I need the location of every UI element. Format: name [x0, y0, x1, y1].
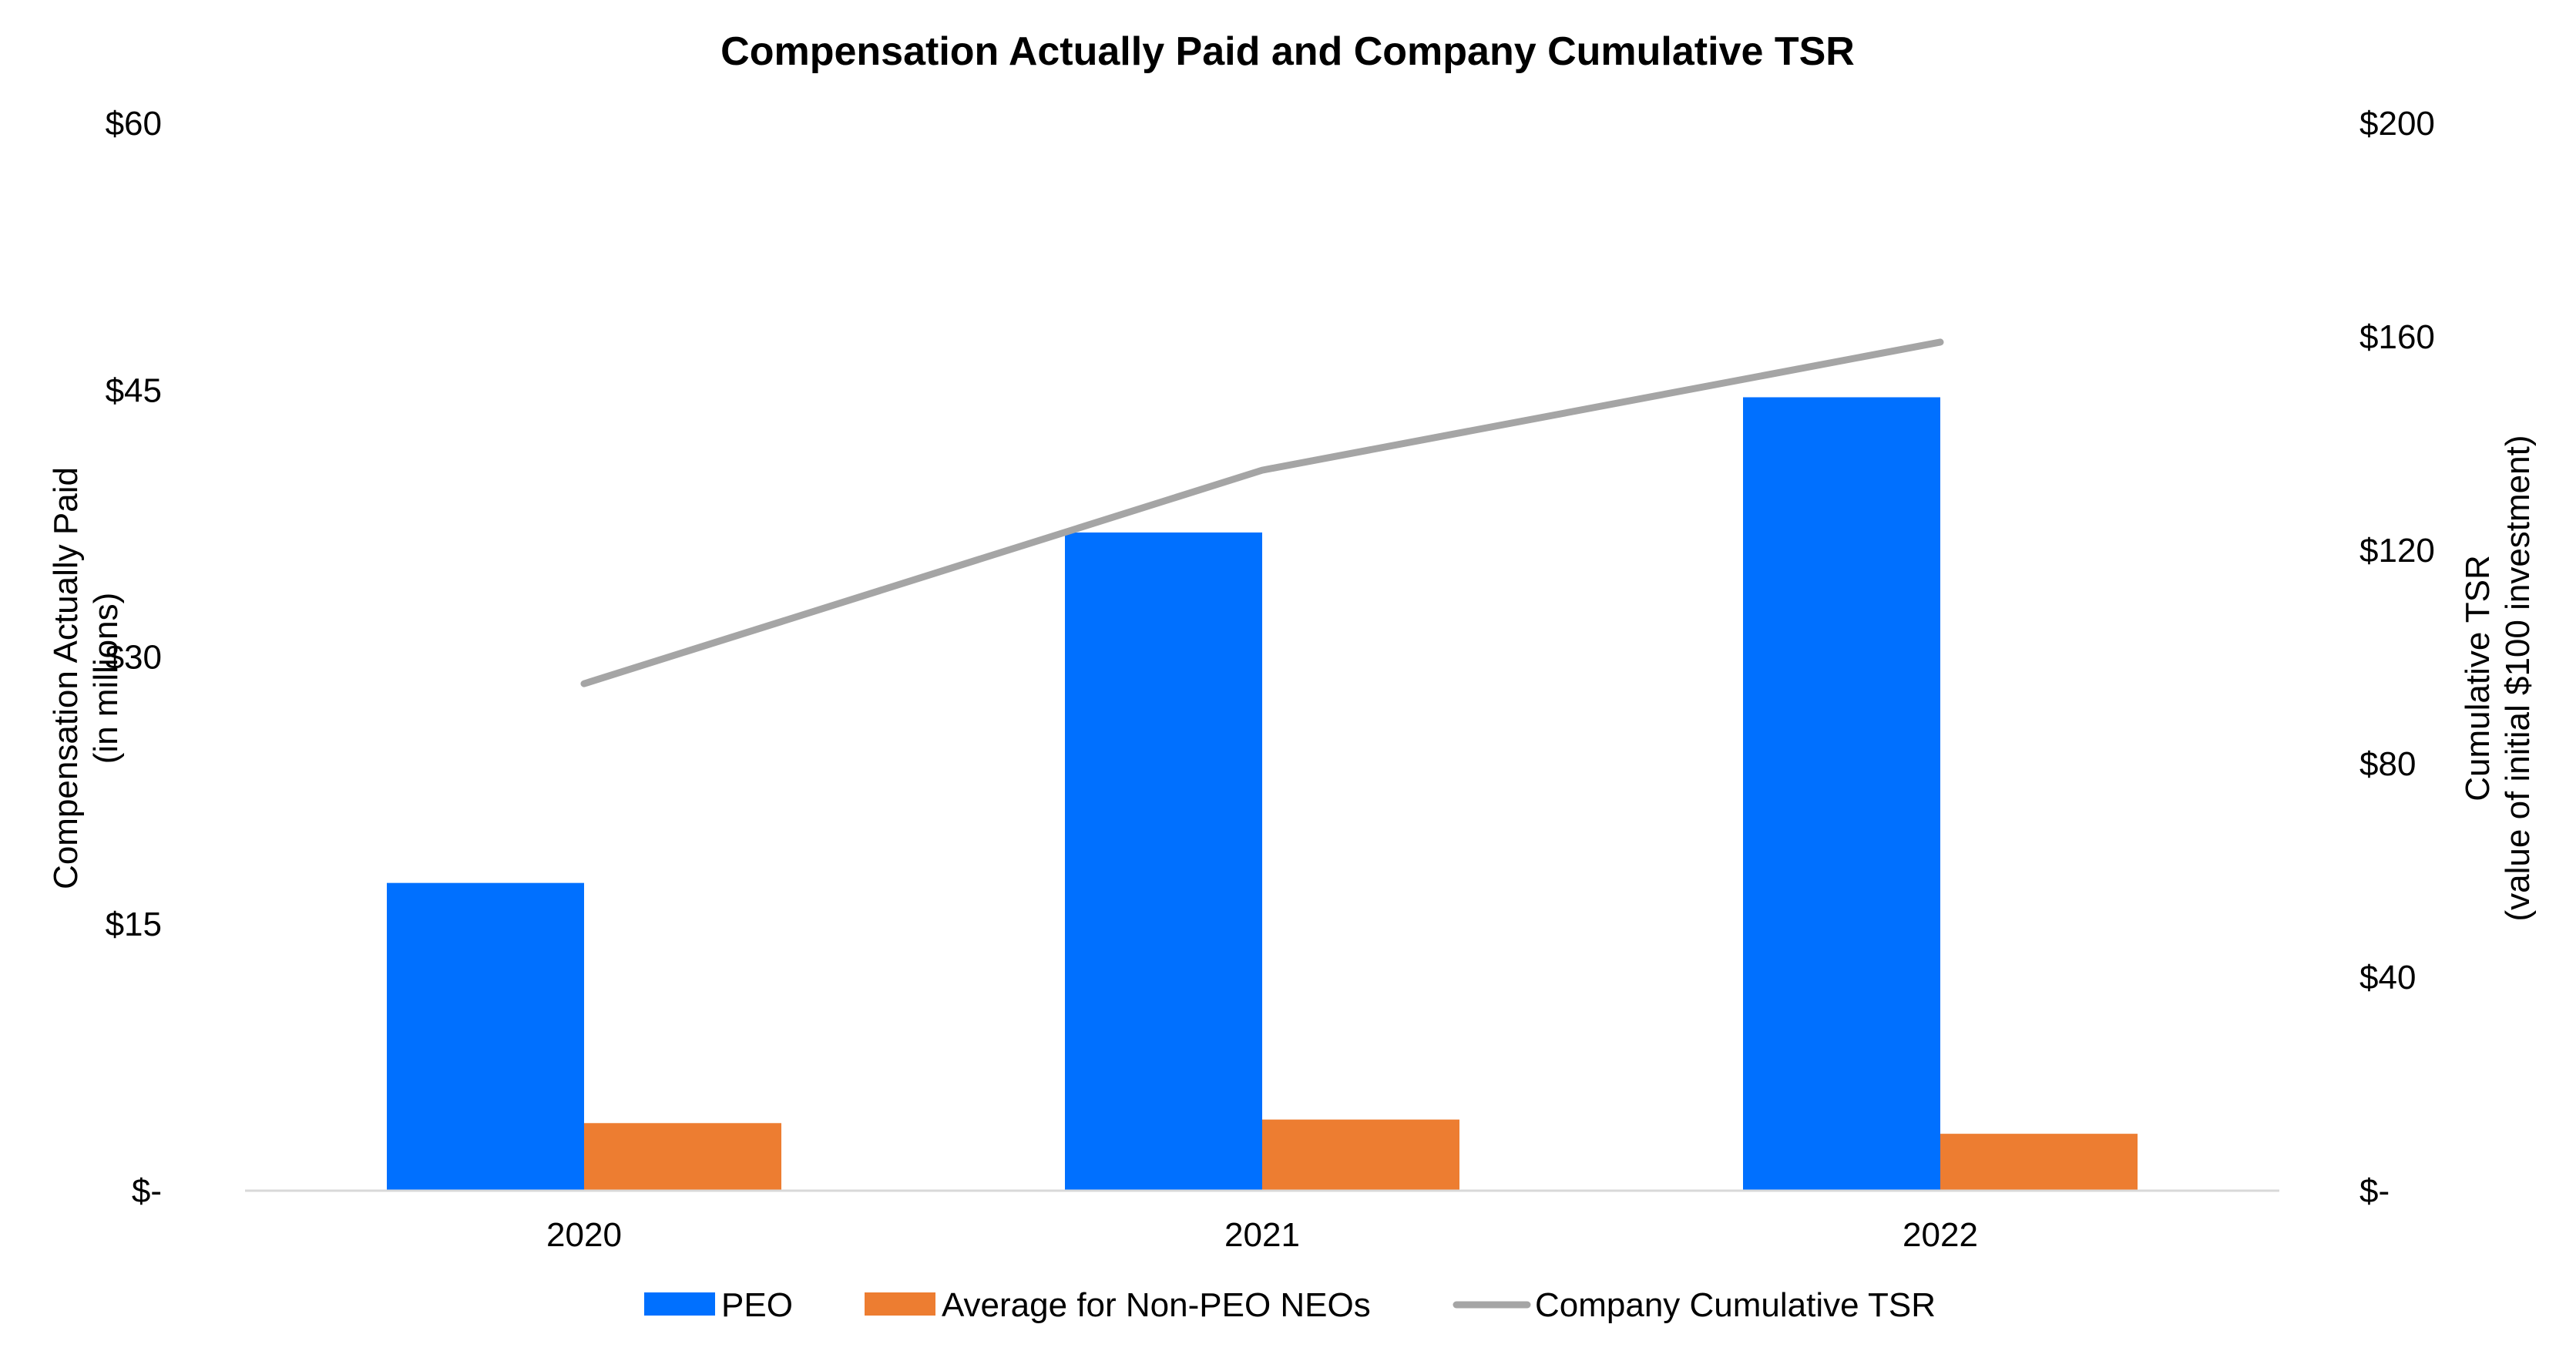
legend-label-tsr: Company Cumulative TSR — [1535, 1286, 1936, 1324]
right-tick-label: $160 — [2359, 318, 2435, 356]
left-tick-label: $45 — [106, 371, 162, 409]
legend: PEO Average for Non-PEO NEOs Company Cum… — [644, 1286, 1936, 1324]
right-tick-label: $120 — [2359, 532, 2435, 570]
chart-title: Compensation Actually Paid and Company C… — [720, 29, 1855, 74]
tsr-line-group — [580, 338, 1944, 687]
tsr-point-2020 — [583, 683, 585, 685]
right-axis-ticks: $- $40 $80 $120 $160 $200 — [2359, 105, 2435, 1210]
left-tick-label: $15 — [106, 906, 162, 943]
right-tick-label: $80 — [2359, 745, 2416, 783]
right-tick-label: $40 — [2359, 959, 2416, 996]
left-tick-label: $30 — [106, 639, 162, 677]
bar-average-for-non-peo-neos-2021 — [1262, 1119, 1459, 1191]
category-label-2021: 2021 — [1224, 1216, 1300, 1254]
bar-average-for-non-peo-neos-2022 — [1940, 1134, 2138, 1191]
category-labels: 2020 2021 2022 — [546, 1216, 1978, 1254]
bar-peo-2022 — [1743, 397, 1940, 1191]
legend-label-peo: PEO — [721, 1286, 793, 1324]
category-label-2020: 2020 — [546, 1216, 622, 1254]
legend-swatch-non-peo — [865, 1292, 935, 1316]
right-axis-subtitle: (value of initial $100 investment) — [2499, 435, 2537, 922]
left-tick-label: $- — [132, 1172, 162, 1210]
right-axis-title: Cumulative TSR — [2459, 555, 2497, 802]
right-tick-label: $- — [2359, 1172, 2390, 1210]
left-axis-ticks: $- $15 $30 $45 $60 — [106, 105, 162, 1210]
legend-swatch-peo — [644, 1292, 715, 1316]
bars-group — [387, 397, 2138, 1191]
left-tick-label: $60 — [106, 105, 162, 143]
category-label-2022: 2022 — [1903, 1216, 1978, 1254]
legend-label-non-peo: Average for Non-PEO NEOs — [942, 1286, 1371, 1324]
left-axis-title: Compensation Actually Paid — [47, 467, 85, 889]
right-tick-label: $200 — [2359, 105, 2435, 143]
bar-peo-2021 — [1065, 532, 1262, 1191]
left-axis-subtitle: (in millions) — [87, 593, 125, 764]
bar-peo-2020 — [387, 882, 584, 1191]
bar-average-for-non-peo-neos-2020 — [584, 1123, 781, 1191]
tsr-point-2021 — [1261, 469, 1263, 472]
tsr-point-2022 — [1940, 341, 1941, 343]
